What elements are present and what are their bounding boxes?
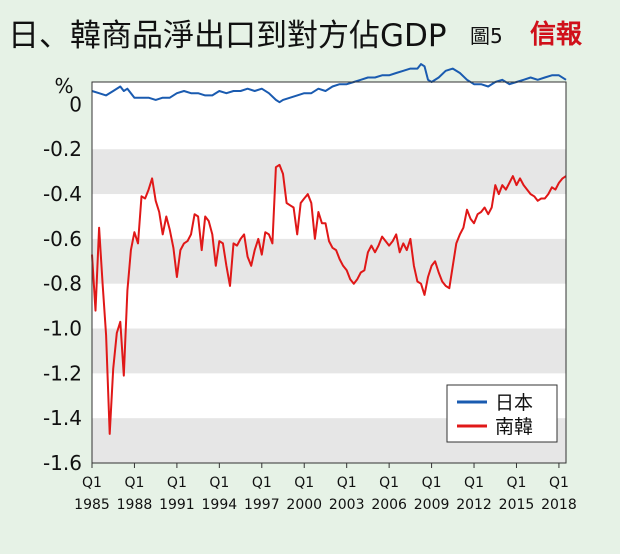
series-line-japan xyxy=(91,63,567,104)
grid-band xyxy=(92,328,566,374)
y-axis-label: % xyxy=(54,74,73,98)
x-tick-quarter: Q1 xyxy=(294,475,314,491)
chart-title: 日、韓商品淨出口到對方佔GDP xyxy=(8,18,447,54)
y-tick-label: -1.0 xyxy=(43,317,82,341)
background-bands xyxy=(92,82,566,463)
y-tick-label: -0.8 xyxy=(43,272,82,296)
x-tick-quarter: Q1 xyxy=(507,475,527,491)
x-tick-year: 1988 xyxy=(117,497,153,513)
x-tick-quarter: Q1 xyxy=(82,475,102,491)
grid-band xyxy=(92,149,566,195)
x-tick-quarter: Q1 xyxy=(379,475,399,491)
y-tick-label: -0.2 xyxy=(43,137,82,161)
y-tick-label: -0.4 xyxy=(43,182,82,206)
series-line-korea xyxy=(91,163,567,435)
x-tick-quarter: Q1 xyxy=(209,475,229,491)
legend-box xyxy=(446,384,558,443)
x-tick-year: 1997 xyxy=(244,497,280,513)
x-tick-year: 1994 xyxy=(202,497,238,513)
x-tick-year: 2015 xyxy=(499,497,535,513)
x-axis-ticks: Q1 1985 Q1 1988 Q1 1991 Q1 1994 Q1 1997 Q1 2000 Q1 20… xyxy=(74,463,577,513)
series-lines xyxy=(91,63,567,435)
publisher-logo: 信報 xyxy=(530,20,583,50)
figure-label: 圖5 xyxy=(470,24,503,48)
x-tick-quarter: Q1 xyxy=(549,475,569,491)
x-tick-quarter: Q1 xyxy=(124,475,144,491)
x-tick-year: 1991 xyxy=(159,497,195,513)
y-tick-label: 0 xyxy=(69,92,82,116)
x-tick-quarter: Q1 xyxy=(252,475,272,491)
plot-frame xyxy=(91,81,567,464)
legend-label: 日本 xyxy=(495,392,533,414)
y-axis-ticks: 0 -0.2 -0.4 -0.6 -0.8 -1.0 -1.2 -1.4 -1.6 xyxy=(43,92,82,475)
legend-label: 南韓 xyxy=(495,416,533,438)
x-tick-year: 2003 xyxy=(329,497,365,513)
x-tick-year: 2000 xyxy=(286,497,322,513)
y-tick-label: -1.2 xyxy=(43,361,82,385)
x-tick-year: 2018 xyxy=(541,497,577,513)
x-tick-year: 2012 xyxy=(456,497,492,513)
y-tick-label: -1.6 xyxy=(43,451,82,475)
x-tick-quarter: Q1 xyxy=(337,475,357,491)
y-tick-label: -0.6 xyxy=(43,227,82,251)
x-tick-quarter: Q1 xyxy=(464,475,484,491)
x-tick-year: 1985 xyxy=(74,497,110,513)
x-tick-year: 2006 xyxy=(371,497,407,513)
x-tick-quarter: Q1 xyxy=(422,475,442,491)
y-tick-label: -1.4 xyxy=(43,406,82,430)
x-tick-quarter: Q1 xyxy=(167,475,187,491)
grid-band xyxy=(92,238,566,284)
x-tick-year: 2009 xyxy=(414,497,450,513)
